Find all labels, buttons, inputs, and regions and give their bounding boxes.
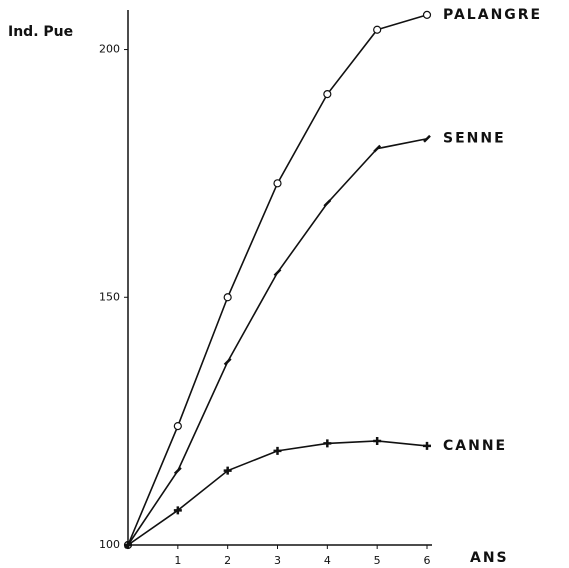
point bbox=[323, 90, 332, 99]
point bbox=[124, 541, 132, 549]
y-tick-label: 200 bbox=[99, 43, 120, 56]
point bbox=[223, 357, 232, 366]
series-line bbox=[127, 14, 428, 546]
series-label: SENNE bbox=[443, 131, 506, 147]
y-tick-label: 150 bbox=[99, 290, 120, 303]
point bbox=[373, 25, 382, 34]
point bbox=[173, 421, 182, 431]
point bbox=[273, 268, 282, 277]
point bbox=[223, 293, 232, 302]
x-tick-label: 3 bbox=[274, 554, 281, 567]
y-axis-title: Ind. Pue bbox=[8, 24, 73, 40]
series-label: CANNE bbox=[443, 438, 507, 454]
x-tick-label: 2 bbox=[224, 554, 231, 567]
series-label: PALANGRE bbox=[443, 7, 542, 23]
point bbox=[223, 466, 232, 475]
point bbox=[423, 134, 431, 143]
x-tick-label: 1 bbox=[174, 554, 181, 567]
y-tick-label: 100 bbox=[99, 538, 120, 551]
series-line bbox=[127, 440, 428, 546]
x-tick-label: 5 bbox=[374, 554, 381, 567]
point bbox=[273, 179, 282, 188]
point bbox=[273, 446, 282, 455]
series-line bbox=[127, 137, 428, 546]
point bbox=[423, 441, 431, 450]
point bbox=[323, 439, 332, 448]
point bbox=[323, 199, 332, 208]
point bbox=[373, 436, 382, 445]
point bbox=[422, 10, 432, 19]
x-axis-title: ANS bbox=[470, 550, 509, 566]
point bbox=[173, 466, 182, 475]
point bbox=[373, 144, 382, 153]
point bbox=[173, 506, 182, 515]
x-tick-label: 4 bbox=[324, 554, 331, 567]
x-tick-label: 6 bbox=[424, 554, 431, 567]
